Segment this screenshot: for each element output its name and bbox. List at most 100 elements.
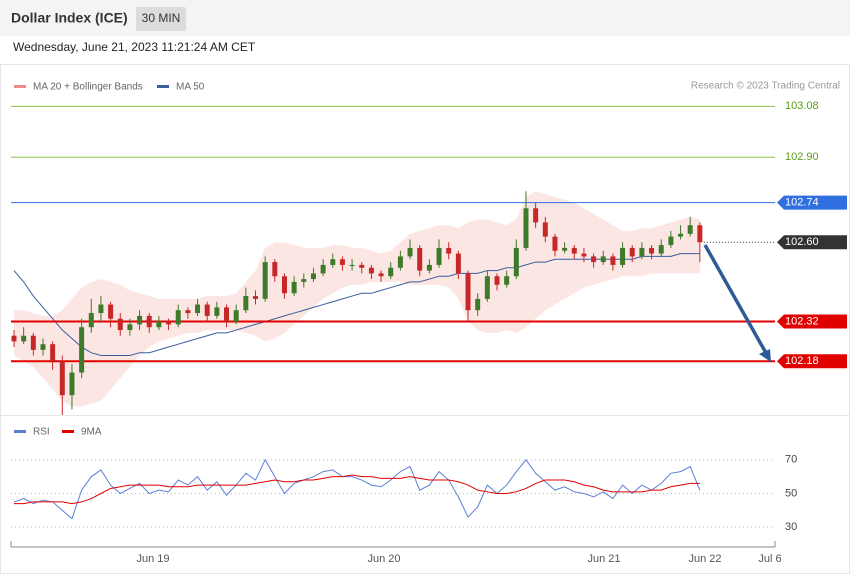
candle-body: [629, 247, 635, 257]
interval[interactable]: 30 MIN: [142, 11, 181, 25]
candle-body: [281, 276, 287, 294]
plot-layer: 103.08 102.90 102.74 102.60 102.32 102.18 MA 2…: [11, 82, 847, 565]
level-label: 102.74: [785, 197, 819, 209]
candle-body: [272, 262, 278, 277]
rsi-panel: [0, 415, 850, 574]
candle-body: [388, 267, 394, 277]
candle-body: [79, 327, 85, 373]
y-tick-label: 50: [785, 487, 797, 499]
candle-body: [378, 273, 384, 277]
candle-body: [678, 233, 684, 237]
candle-body: [475, 298, 481, 311]
level-tag: [777, 314, 847, 329]
level-label: 102.60: [785, 236, 819, 248]
candle-body: [484, 276, 490, 299]
interval-badge[interactable]: [136, 7, 186, 31]
level-label: 102.90: [785, 151, 819, 163]
timestamp: Wednesday, June 21, 2023 11:21:24 AM CET: [13, 40, 256, 54]
candle-body: [523, 208, 529, 248]
ma50-line: [13, 253, 700, 357]
legend-label: MA 20 + Bollinger Bands: [33, 82, 143, 93]
title: Dollar Index (ICE): [11, 10, 128, 26]
candle-body: [668, 236, 674, 246]
candle-body: [368, 267, 374, 274]
x-tick-label: Jul 6: [758, 553, 781, 565]
level-label: 103.08: [785, 100, 819, 112]
legend-swatch: [14, 85, 26, 88]
candle-body: [108, 304, 114, 319]
candle-body: [214, 307, 220, 316]
candle-body: [687, 225, 693, 234]
candle-body: [639, 247, 645, 257]
candle-body: [697, 225, 703, 243]
candle-body: [359, 264, 365, 268]
candle-body: [339, 259, 345, 265]
candle-body: [204, 304, 210, 316]
candle-body: [494, 276, 500, 285]
candle-body: [195, 304, 201, 314]
candle-body: [504, 276, 510, 285]
candle-body: [253, 296, 258, 299]
candle-body: [417, 247, 423, 271]
legend-swatch: [157, 85, 169, 88]
candle-body: [117, 318, 123, 331]
candle-body: [649, 247, 655, 254]
rsi-line: [14, 474, 700, 505]
candle-body: [88, 313, 94, 328]
candle-body: [600, 256, 606, 263]
candle-body: [21, 335, 27, 342]
rsi-line: [13, 458, 701, 520]
y-tick-label: 30: [785, 521, 797, 533]
candle-body: [137, 315, 143, 325]
candle-body: [581, 253, 587, 257]
level-label: 102.18: [785, 355, 819, 367]
candle-body: [542, 222, 548, 237]
projection-arrow: [703, 244, 771, 362]
candle-body: [30, 335, 36, 350]
level-label: 102.32: [785, 315, 819, 327]
candle-body: [610, 256, 616, 265]
candle-body: [513, 247, 519, 277]
y-tick-label: 70: [785, 454, 797, 466]
candle-body: [552, 236, 558, 251]
x-tick-label: Jun 20: [367, 553, 400, 565]
candle-body: [127, 324, 133, 331]
legend-label: MA 50: [176, 82, 205, 93]
x-tick-label: Jun 22: [688, 553, 721, 565]
candle-body: [291, 281, 297, 294]
bollinger-band: [14, 191, 700, 407]
x-tick-label: Jun 19: [136, 553, 169, 565]
candle-body: [166, 321, 172, 325]
candle-body: [658, 245, 664, 254]
level-tag: [777, 354, 847, 369]
candle-body: [330, 259, 336, 265]
candle-body: [50, 344, 56, 362]
candle-body: [320, 264, 326, 274]
candle-body: [98, 304, 104, 314]
candle-body: [243, 296, 249, 311]
x-tick-label: Jun 21: [587, 553, 620, 565]
level-tag: [777, 195, 847, 210]
candle-body: [591, 256, 597, 263]
candle-body: [446, 247, 452, 254]
candle-body: [310, 273, 316, 280]
candle-body: [69, 372, 75, 396]
legend-swatch: [62, 430, 74, 433]
candle-body: [562, 247, 568, 251]
level-tag: [777, 235, 847, 250]
candle-body: [301, 279, 307, 282]
candle-body: [146, 315, 152, 328]
candle-body: [436, 247, 442, 265]
candle-body: [185, 310, 191, 314]
candle-body: [11, 335, 17, 342]
candle-body: [397, 256, 403, 268]
candle-body: [59, 361, 65, 396]
candle-body: [175, 310, 181, 325]
legend-swatch: [14, 430, 26, 433]
candle-body: [262, 262, 268, 299]
legend-label: RSI: [33, 427, 50, 438]
candle-body: [455, 253, 461, 274]
candle-body: [465, 273, 471, 311]
